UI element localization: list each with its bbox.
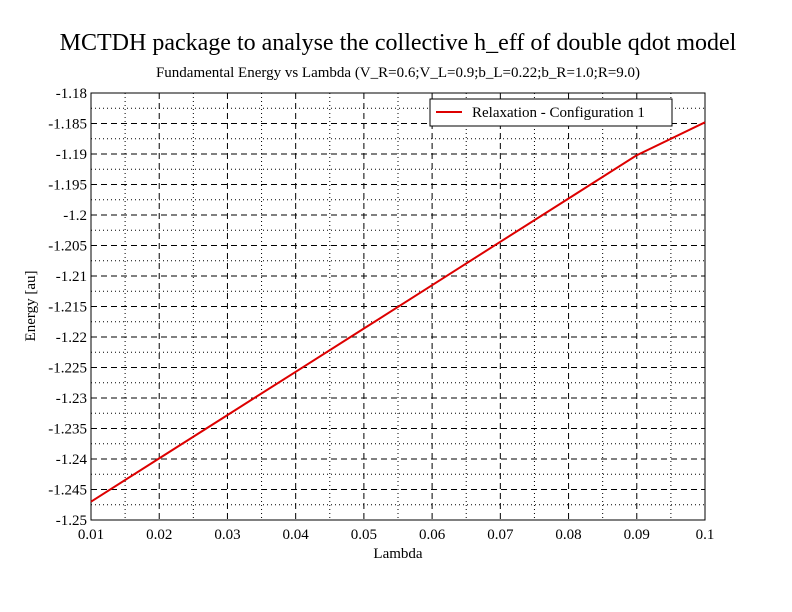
y-tick-label: -1.245 <box>48 483 87 499</box>
x-tick-label: 0.09 <box>624 527 650 543</box>
x-tick-label: 0.07 <box>487 527 514 543</box>
x-tick-label: 0.1 <box>696 527 715 543</box>
y-tick-label: -1.215 <box>48 300 87 316</box>
y-tick-label: -1.21 <box>56 269 87 285</box>
x-tick-label: 0.05 <box>351 527 377 543</box>
y-tick-label: -1.235 <box>48 422 87 438</box>
series-line <box>90 121 706 503</box>
x-tick-label: 0.01 <box>78 527 104 543</box>
y-tick-label: -1.185 <box>48 117 87 133</box>
legend: Relaxation - Configuration 1 <box>429 98 673 127</box>
x-tick-label: 0.02 <box>146 527 172 543</box>
y-tick-label: -1.225 <box>48 361 87 377</box>
x-tick-label: 0.04 <box>283 527 310 543</box>
y-tick-label: -1.195 <box>48 178 87 194</box>
y-tick-label: -1.25 <box>56 513 87 529</box>
x-tick-label: 0.06 <box>419 527 446 543</box>
y-tick-label: -1.22 <box>56 330 87 346</box>
tick-labels: -1.18 -1.185 -1.19 -1.195 -1.2 -1.205 -1.21 -1.… <box>48 86 714 543</box>
x-tick-label: 0.08 <box>555 527 581 543</box>
y-tick-label: -1.24 <box>56 452 88 468</box>
y-axis-label: Energy [au] <box>23 271 39 342</box>
y-tick-label: -1.23 <box>56 391 87 407</box>
x-tick-label: 0.03 <box>214 527 240 543</box>
y-tick-label: -1.19 <box>56 147 87 163</box>
legend-label: Relaxation - Configuration 1 <box>472 105 645 121</box>
series-layer <box>90 121 706 503</box>
grid-lines <box>91 93 705 520</box>
plot-frame <box>90 92 706 521</box>
chart-subtitle: Fundamental Energy vs Lambda (V_R=0.6;V_… <box>156 65 640 81</box>
chart-title: MCTDH package to analyse the collective … <box>60 30 737 56</box>
y-tick-label: -1.2 <box>63 208 87 224</box>
y-tick-label: -1.18 <box>56 86 87 102</box>
y-tick-label: -1.205 <box>48 239 87 255</box>
legend-box <box>429 98 673 127</box>
x-axis-label: Lambda <box>373 546 422 562</box>
